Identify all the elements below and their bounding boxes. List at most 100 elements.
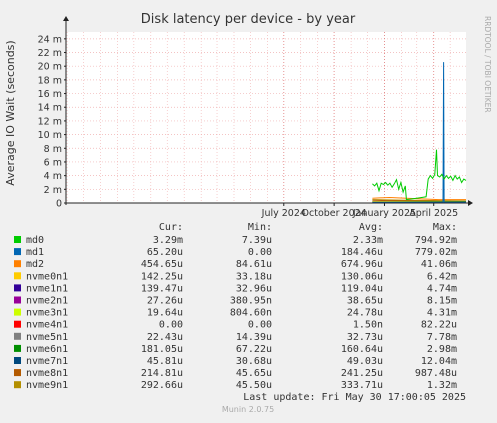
series-line-md1 bbox=[372, 62, 466, 203]
legend-name: nvme5n1 bbox=[26, 332, 68, 343]
legend-value: 2.98m bbox=[427, 344, 457, 355]
legend-value: 27.26u bbox=[147, 296, 183, 307]
legend-value: 454.65u bbox=[141, 259, 183, 270]
legend-value: 33.18u bbox=[236, 271, 272, 282]
legend-name: nvme7n1 bbox=[26, 356, 68, 367]
legend-swatch-nvme5n1 bbox=[14, 332, 21, 340]
legend-value: 987.48u bbox=[415, 368, 457, 379]
legend-name: nvme0n1 bbox=[26, 271, 68, 282]
legend-value: 674.96u bbox=[341, 259, 383, 270]
legend-value: 82.22u bbox=[421, 320, 457, 331]
legend-value: 32.73u bbox=[347, 332, 383, 343]
y-tick-label: 16 m bbox=[38, 89, 62, 100]
legend-swatch-nvme1n1 bbox=[14, 284, 21, 292]
x-tick-label: April 2025 bbox=[409, 208, 458, 219]
legend-value: 45.65u bbox=[236, 368, 272, 379]
legend-value: 1.32m bbox=[427, 380, 457, 391]
legend-value: 794.92m bbox=[415, 235, 457, 246]
legend-value: 184.46u bbox=[341, 247, 383, 258]
series-line-md0 bbox=[372, 149, 467, 201]
legend-swatch-md0 bbox=[14, 236, 21, 243]
legend-swatch-nvme8n1 bbox=[14, 369, 21, 377]
y-tick-label: 8 m bbox=[44, 144, 62, 155]
legend-name: nvme8n1 bbox=[26, 368, 68, 379]
legend-value: 804.60n bbox=[230, 308, 272, 319]
legend-name: nvme4n1 bbox=[26, 320, 68, 331]
y-tick-label: 14 m bbox=[38, 103, 62, 114]
y-axis-label: Average IO Wait (seconds) bbox=[4, 40, 17, 185]
legend-value: 2.33m bbox=[353, 235, 383, 246]
last-update-text: Last update: Fri May 30 17:00:05 2025 bbox=[243, 392, 466, 403]
legend-value: 0.00 bbox=[248, 247, 272, 258]
legend-value: 7.78m bbox=[427, 332, 457, 343]
legend-header: Min: bbox=[248, 222, 272, 233]
legend-value: 181.05u bbox=[141, 344, 183, 355]
y-tick-label: 18 m bbox=[38, 75, 62, 86]
y-tick-label: 10 m bbox=[38, 130, 62, 141]
legend-value: 119.04u bbox=[341, 283, 383, 294]
legend-value: 45.50u bbox=[236, 380, 272, 391]
legend-value: 214.81u bbox=[141, 368, 183, 379]
y-tick-label: 22 m bbox=[38, 48, 62, 59]
legend-swatch-md1 bbox=[14, 248, 21, 256]
legend-swatch-nvme7n1 bbox=[14, 357, 21, 364]
plot-area bbox=[66, 32, 466, 203]
legend-value: 22.43u bbox=[147, 332, 183, 343]
x-tick-label: October 2024 bbox=[302, 208, 367, 219]
legend-name: md0 bbox=[26, 235, 44, 246]
legend-value: 130.06u bbox=[341, 271, 383, 282]
legend-name: nvme6n1 bbox=[26, 344, 68, 355]
legend-value: 0.00 bbox=[248, 320, 272, 331]
legend-name: nvme1n1 bbox=[26, 283, 68, 294]
legend-value: 30.68u bbox=[236, 356, 272, 367]
rrdtool-watermark: RRDTOOL / TOBI OETIKER bbox=[483, 16, 492, 113]
legend-value: 32.96u bbox=[236, 283, 272, 294]
chart-title: Disk latency per device - by year bbox=[141, 12, 356, 27]
legend-value: 142.25u bbox=[141, 271, 183, 282]
legend-value: 779.02m bbox=[415, 247, 457, 258]
series-line-nvme9n1 bbox=[372, 199, 467, 202]
legend-value: 84.61u bbox=[236, 259, 272, 270]
legend-name: md1 bbox=[26, 247, 44, 258]
legend-name: nvme9n1 bbox=[26, 380, 68, 391]
legend-swatch-nvme0n1 bbox=[14, 272, 21, 280]
x-axis-arrow bbox=[468, 200, 473, 206]
legend-value: 7.39u bbox=[242, 235, 272, 246]
legend-header: Cur: bbox=[159, 222, 183, 233]
y-axis-arrow bbox=[63, 16, 69, 21]
legend-header: Max: bbox=[433, 222, 457, 233]
legend-value: 1.50n bbox=[353, 320, 383, 331]
legend-name: nvme2n1 bbox=[26, 296, 68, 307]
legend-value: 4.74m bbox=[427, 283, 457, 294]
legend-swatch-md2 bbox=[14, 260, 21, 268]
legend-value: 65.20u bbox=[147, 247, 183, 258]
legend-value: 45.81u bbox=[147, 356, 183, 367]
x-tick-label: July 2024 bbox=[261, 208, 306, 219]
legend-swatch-nvme9n1 bbox=[14, 381, 21, 389]
legend-value: 24.78u bbox=[347, 308, 383, 319]
legend-value: 38.65u bbox=[347, 296, 383, 307]
y-tick-label: 4 m bbox=[44, 171, 62, 182]
legend-value: 8.15m bbox=[427, 296, 457, 307]
legend-name: md2 bbox=[26, 259, 44, 270]
legend-value: 380.95n bbox=[230, 296, 272, 307]
legend-value: 12.04m bbox=[421, 356, 457, 367]
legend-value: 241.25u bbox=[341, 368, 383, 379]
legend-value: 49.03u bbox=[347, 356, 383, 367]
legend-swatch-nvme2n1 bbox=[14, 296, 21, 304]
legend-value: 160.64u bbox=[341, 344, 383, 355]
y-tick-label: 6 m bbox=[44, 157, 62, 168]
legend-swatch-nvme6n1 bbox=[14, 344, 21, 352]
legend-name: nvme3n1 bbox=[26, 308, 68, 319]
legend-value: 139.47u bbox=[141, 283, 183, 294]
y-tick-label: 20 m bbox=[38, 62, 62, 73]
legend-value: 0.00 bbox=[159, 320, 183, 331]
x-tick-label: January 2025 bbox=[352, 208, 416, 219]
legend-value: 3.29m bbox=[153, 235, 183, 246]
y-tick-label: 2 m bbox=[44, 185, 62, 196]
legend-value: 333.71u bbox=[341, 380, 383, 391]
legend-value: 41.06m bbox=[421, 259, 457, 270]
legend-value: 6.42m bbox=[427, 271, 457, 282]
munin-version-footer: Munin 2.0.75 bbox=[222, 405, 274, 414]
